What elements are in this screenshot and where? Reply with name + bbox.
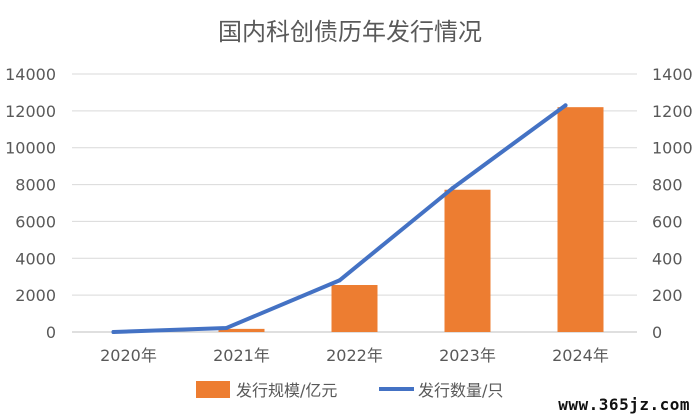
- right-tick-label: 1200: [652, 102, 693, 121]
- bar: [218, 328, 265, 332]
- legend-label-bar: 发行规模/亿元: [236, 381, 337, 400]
- bar: [557, 107, 604, 333]
- right-tick-label: 1400: [652, 65, 693, 84]
- legend: 发行规模/亿元 发行数量/只: [196, 381, 503, 400]
- left-tick-label: 2000: [15, 286, 56, 305]
- right-axis-ticks: 0 200 400 600 800 1000 1200 1400: [652, 65, 693, 342]
- line-point: [450, 186, 455, 191]
- legend-label-line: 发行数量/只: [418, 381, 503, 400]
- right-tick-label: 600: [652, 212, 683, 231]
- left-tick-label: 0: [46, 323, 56, 342]
- bar: [331, 285, 378, 332]
- x-tick-label: 2021年: [213, 346, 270, 365]
- line-point: [563, 103, 568, 108]
- right-tick-label: 1000: [652, 139, 693, 158]
- right-tick-label: 800: [652, 176, 683, 195]
- gridlines: [72, 73, 637, 333]
- left-axis-ticks: 0 2000 4000 6000 8000 10000 12000 14000: [5, 65, 56, 342]
- line-point: [111, 330, 116, 334]
- right-tick-label: 200: [652, 286, 683, 305]
- x-tick-label: 2023年: [439, 346, 496, 365]
- left-tick-label: 10000: [5, 139, 56, 158]
- left-tick-label: 6000: [15, 212, 56, 231]
- left-tick-label: 8000: [15, 176, 56, 195]
- left-tick-label: 12000: [5, 102, 56, 121]
- watermark: www.365jz.com: [554, 395, 694, 414]
- bar: [444, 189, 491, 332]
- legend-swatch-bar: [196, 381, 230, 398]
- x-tick-label: 2022年: [326, 346, 383, 365]
- right-tick-label: 0: [652, 323, 662, 342]
- x-tick-label: 2024年: [552, 346, 609, 365]
- left-tick-label: 4000: [15, 249, 56, 268]
- bar-series: [218, 107, 604, 333]
- chart-title: 国内科创债历年发行情况: [218, 18, 482, 46]
- x-axis-ticks: 2020年 2021年 2022年 2023年 2024年: [100, 346, 609, 365]
- line-series: [111, 103, 568, 334]
- line-point: [224, 325, 229, 330]
- left-tick-label: 14000: [5, 65, 56, 84]
- right-tick-label: 400: [652, 249, 683, 268]
- line-point: [337, 278, 342, 283]
- x-tick-label: 2020年: [100, 346, 157, 365]
